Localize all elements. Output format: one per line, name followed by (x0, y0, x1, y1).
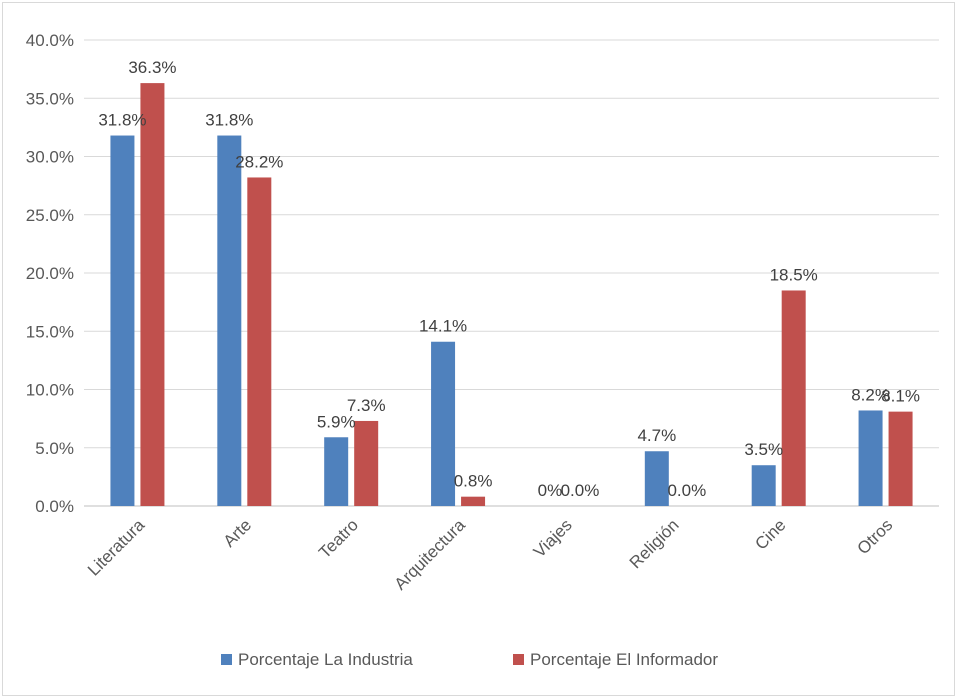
x-tick-label: Teatro (315, 515, 362, 562)
data-label: 8.2% (851, 385, 890, 404)
y-tick-label: 25.0% (26, 206, 74, 225)
x-tick-label: Arquitectura (391, 515, 470, 594)
x-axis: Literatura Arte Teatro Arquitectura Viajes Re… (84, 515, 896, 594)
data-label: 8.1% (881, 387, 920, 406)
data-label: 36.3% (128, 58, 176, 77)
data-label: 0% (538, 481, 563, 500)
bar-la-industria (324, 437, 349, 506)
bar-chart: 0.0% 5.0% 10.0% 15.0% 20.0% 25.0% 30.0% 35.0% 40… (26, 31, 939, 669)
data-label: 14.1% (419, 317, 467, 336)
x-tick-label: Arte (220, 515, 255, 550)
y-axis: 0.0% 5.0% 10.0% 15.0% 20.0% 25.0% 30.0% 35.0% 40… (26, 31, 74, 516)
bar-la-industria (644, 451, 669, 506)
bar-la-industria (751, 465, 776, 506)
y-tick-label: 35.0% (26, 89, 74, 108)
x-tick-label: Religión (626, 515, 683, 572)
bar-el-informador (140, 83, 165, 506)
y-tick-label: 40.0% (26, 31, 74, 50)
x-tick-label: Literatura (84, 515, 149, 580)
x-tick-label: Viajes (530, 515, 576, 561)
data-label: 3.5% (744, 440, 783, 459)
x-tick-label: Otros (854, 515, 897, 558)
y-tick-label: 0.0% (35, 497, 74, 516)
legend-swatch (513, 654, 524, 665)
bar-la-industria (858, 410, 883, 506)
bar-el-informador (888, 411, 913, 506)
y-tick-label: 5.0% (35, 439, 74, 458)
data-label: 7.3% (347, 396, 386, 415)
bar-el-informador (354, 420, 379, 506)
data-label: 5.9% (317, 412, 356, 431)
y-tick-label: 30.0% (26, 148, 74, 167)
bar-el-informador (781, 290, 806, 506)
y-tick-label: 10.0% (26, 381, 74, 400)
bar-la-industria (217, 135, 242, 506)
data-label: 0.0% (561, 481, 600, 500)
data-labels: 31.8%36.3%31.8%28.2%5.9%7.3%14.1%0.8% 0%0… (98, 58, 920, 500)
legend-label: Porcentaje El Informador (530, 650, 718, 669)
data-label: 28.2% (235, 152, 283, 171)
bar-el-informador (247, 177, 272, 506)
data-label: 4.7% (637, 426, 676, 445)
data-label: 31.8% (205, 111, 253, 130)
bar-el-informador (461, 496, 486, 506)
bar-la-industria (431, 341, 456, 506)
x-tick-label: Cine (751, 515, 789, 553)
y-tick-label: 15.0% (26, 322, 74, 341)
legend-label: Porcentaje La Industria (238, 650, 413, 669)
data-label: 0.0% (667, 481, 706, 500)
data-label: 18.5% (770, 265, 818, 284)
bars (110, 83, 913, 506)
data-label: 31.8% (98, 111, 146, 130)
bar-la-industria (110, 135, 135, 506)
legend: Porcentaje La Industria Porcentaje El Inf… (221, 650, 718, 669)
data-label: 0.8% (454, 472, 493, 491)
y-tick-label: 20.0% (26, 264, 74, 283)
legend-swatch (221, 654, 232, 665)
